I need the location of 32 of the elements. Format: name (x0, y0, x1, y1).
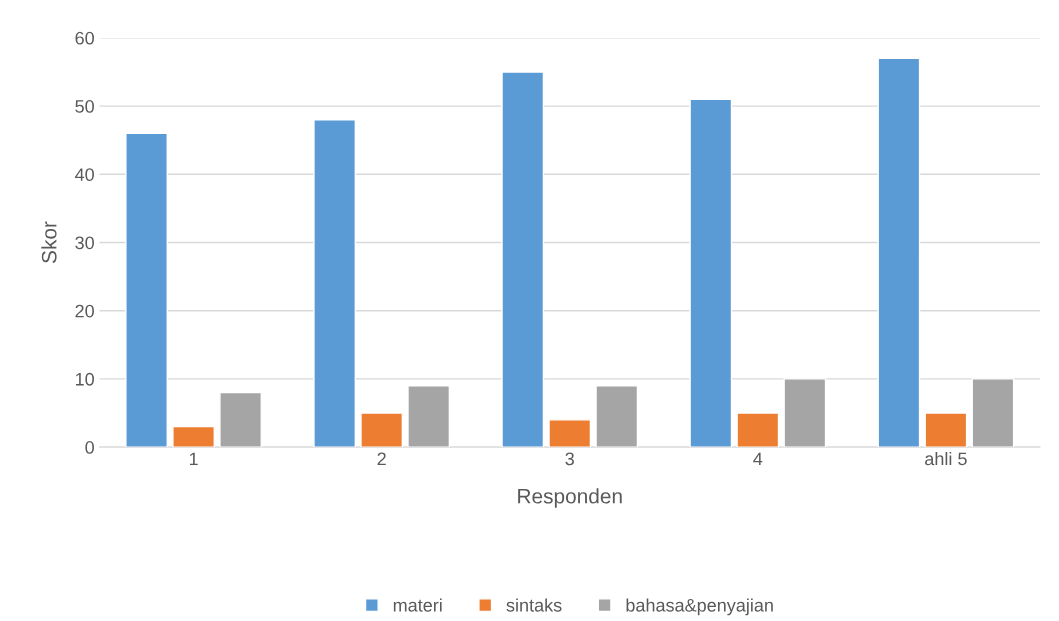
bar (924, 412, 968, 448)
bar (313, 119, 357, 448)
bar (125, 132, 168, 448)
bar (783, 378, 827, 448)
y-tick-label: 60 (75, 31, 94, 45)
bar (971, 378, 1015, 448)
bar (219, 391, 262, 448)
bar (548, 419, 592, 448)
x-tick-label: 3 (565, 452, 574, 466)
bar (689, 98, 733, 448)
bar (877, 57, 921, 448)
bar (360, 412, 404, 448)
legend-label: materi (393, 598, 442, 612)
legend-label: sintaks (506, 598, 562, 612)
y-tick-label: 40 (75, 168, 94, 182)
y-tick-label: 50 (75, 100, 94, 113)
bar (172, 425, 215, 448)
bar (501, 71, 545, 448)
x-tick-label: 2 (377, 452, 386, 466)
y-tick-label: 30 (75, 236, 94, 250)
bar (595, 385, 639, 448)
y-tick-label: 0 (85, 441, 94, 454)
y-tick-label: 10 (75, 372, 94, 386)
y-tick-label: 20 (75, 304, 94, 318)
x-tick-label: 4 (753, 452, 763, 466)
bar (736, 412, 780, 448)
legend-label: bahasa&penyajian (626, 598, 773, 616)
x-tick-label: ahli 5 (925, 451, 967, 466)
x-tick-label: 1 (189, 452, 198, 466)
y-axis-title: Skor (41, 221, 57, 263)
x-axis-title: Responden (518, 488, 622, 508)
bar (407, 385, 451, 448)
